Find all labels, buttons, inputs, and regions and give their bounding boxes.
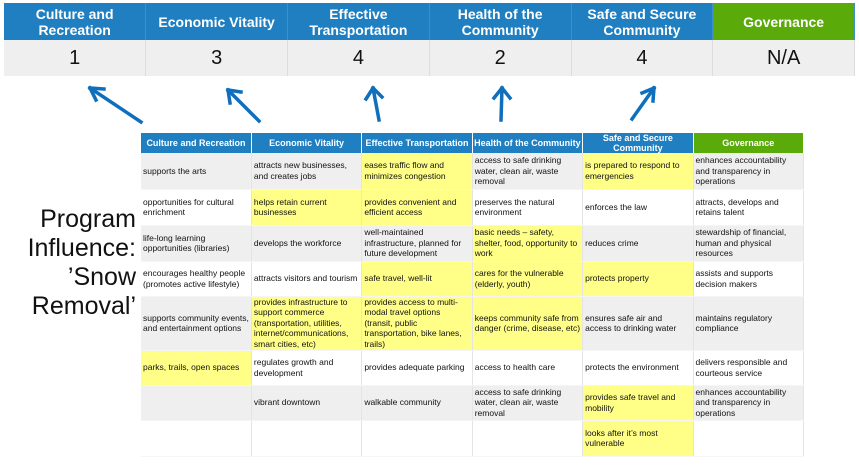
column-header: Effective Transportation — [361, 133, 473, 153]
score-header: Effective Transportation — [287, 3, 430, 40]
table-cell: develops the workforce — [251, 225, 363, 262]
table-row: parks, trails, open spaces regulates grow… — [141, 350, 805, 386]
table-cell — [141, 385, 252, 421]
score-value: 4 — [287, 40, 430, 76]
table-cell: maintains regulatory compliance — [693, 296, 805, 351]
table-cell: supports community events, and entertain… — [141, 296, 252, 351]
table-row: vibrant downtown walkable community access… — [141, 385, 805, 421]
score-header: Health of the Community — [429, 3, 572, 40]
column-header: Economic Vitality — [251, 133, 363, 153]
table-cell: ensures safe air and access to drinking … — [582, 296, 694, 351]
table-row: opportunities for cultural enrichment hel… — [141, 189, 805, 226]
score-header: Culture and Recreation — [4, 3, 147, 40]
program-influence-label: Program Influence: ’Snow Removal’ — [6, 205, 136, 321]
column-header: Health of the Community — [472, 133, 584, 153]
influence-header-row: Culture and Recreation Economic Vitality… — [141, 133, 805, 153]
label-line: Removal’ — [31, 292, 136, 320]
table-cell: delivers responsible and courteous servi… — [693, 350, 805, 386]
table-cell: provides adequate parking — [361, 350, 473, 386]
score-value: 3 — [145, 40, 288, 76]
scores-table: Culture and Recreation Economic Vitality… — [4, 3, 855, 76]
table-row: supports community events, and entertain… — [141, 296, 805, 351]
table-cell: cares for the vulnerable (elderly, youth… — [472, 261, 584, 297]
score-value: 4 — [571, 40, 714, 76]
table-cell: attracts new businesses, and creates job… — [251, 153, 363, 190]
table-cell: looks after it’s most vulnerable — [582, 420, 694, 457]
score-header: Safe and Secure Community — [571, 3, 714, 40]
score-header: Governance — [712, 3, 855, 40]
table-cell: enhances accountability and transparency… — [693, 153, 805, 190]
table-cell: provides convenient and efficient access — [361, 189, 473, 226]
table-cell: access to safe drinking water, clean air… — [472, 153, 584, 190]
table-cell: well-maintained infrastructure, planned … — [361, 225, 473, 262]
table-cell: enhances accountability and transparency… — [693, 385, 805, 421]
table-cell: protects property — [582, 261, 694, 297]
table-cell — [472, 420, 584, 457]
table-cell: opportunities for cultural enrichment — [141, 189, 252, 226]
table-cell: walkable community — [361, 385, 473, 421]
table-row: life-long learning opportunities (librar… — [141, 225, 805, 262]
table-row: looks after it’s most vulnerable — [141, 420, 805, 457]
table-cell: access to health care — [472, 350, 584, 386]
table-cell: provides safe travel and mobility — [582, 385, 694, 421]
table-cell: provides infrastructure to support comme… — [251, 296, 363, 351]
table-cell: reduces crime — [582, 225, 694, 262]
score-value: 2 — [429, 40, 572, 76]
table-cell: parks, trails, open spaces — [141, 350, 252, 386]
column-header: Culture and Recreation — [141, 133, 252, 153]
table-cell: vibrant downtown — [251, 385, 363, 421]
table-cell: encourages healthy people (promotes acti… — [141, 261, 252, 297]
table-cell — [361, 420, 473, 457]
arrow-icon — [225, 87, 262, 124]
table-cell: life-long learning opportunities (librar… — [141, 225, 252, 262]
score-value: N/A — [712, 40, 855, 76]
table-cell — [141, 420, 252, 457]
label-line: Program — [40, 205, 136, 233]
table-cell: protects the environment — [582, 350, 694, 386]
table-cell: helps retain current businesses — [251, 189, 363, 226]
label-line: Influence: — [27, 234, 136, 262]
column-header: Safe and Secure Community — [582, 133, 694, 153]
table-cell: provides access to multi-modal travel op… — [361, 296, 473, 351]
label-line: ’Snow — [67, 263, 136, 291]
table-cell: eases traffic flow and minimizes congest… — [361, 153, 473, 190]
score-header: Economic Vitality — [145, 3, 288, 40]
table-row: encourages healthy people (promotes acti… — [141, 261, 805, 297]
scores-header-row: Culture and Recreation Economic Vitality… — [4, 3, 855, 40]
table-cell: attracts visitors and tourism — [251, 261, 363, 297]
table-cell — [693, 420, 805, 457]
table-cell: stewardship of financial, human and phys… — [693, 225, 805, 262]
table-cell: keeps community safe from danger (crime,… — [472, 296, 584, 351]
table-row: supports the arts attracts new businesses… — [141, 153, 805, 190]
arrow-icon — [629, 85, 657, 122]
score-value: 1 — [4, 40, 147, 76]
table-cell: is prepared to respond to emergencies — [582, 153, 694, 190]
table-cell: safe travel, well-lit — [361, 261, 473, 297]
arrow-icon — [491, 85, 513, 122]
arrow-icon — [363, 85, 385, 123]
table-cell: preserves the natural environment — [472, 189, 584, 226]
table-cell — [251, 420, 363, 457]
influence-table: Culture and Recreation Economic Vitality… — [141, 133, 805, 457]
table-cell: access to safe drinking water, clean air… — [472, 385, 584, 421]
column-header: Governance — [693, 133, 805, 153]
table-cell: attracts, develops and retains talent — [693, 189, 805, 226]
table-cell: regulates growth and development — [251, 350, 363, 386]
table-cell: assists and supports decision makers — [693, 261, 805, 297]
arrow-icon — [87, 85, 144, 125]
scores-row: 1 3 4 2 4 N/A — [4, 40, 855, 76]
table-cell: basic needs – safety, shelter, food, opp… — [472, 225, 584, 262]
table-cell: enforces the law — [582, 189, 694, 226]
table-cell: supports the arts — [141, 153, 252, 190]
